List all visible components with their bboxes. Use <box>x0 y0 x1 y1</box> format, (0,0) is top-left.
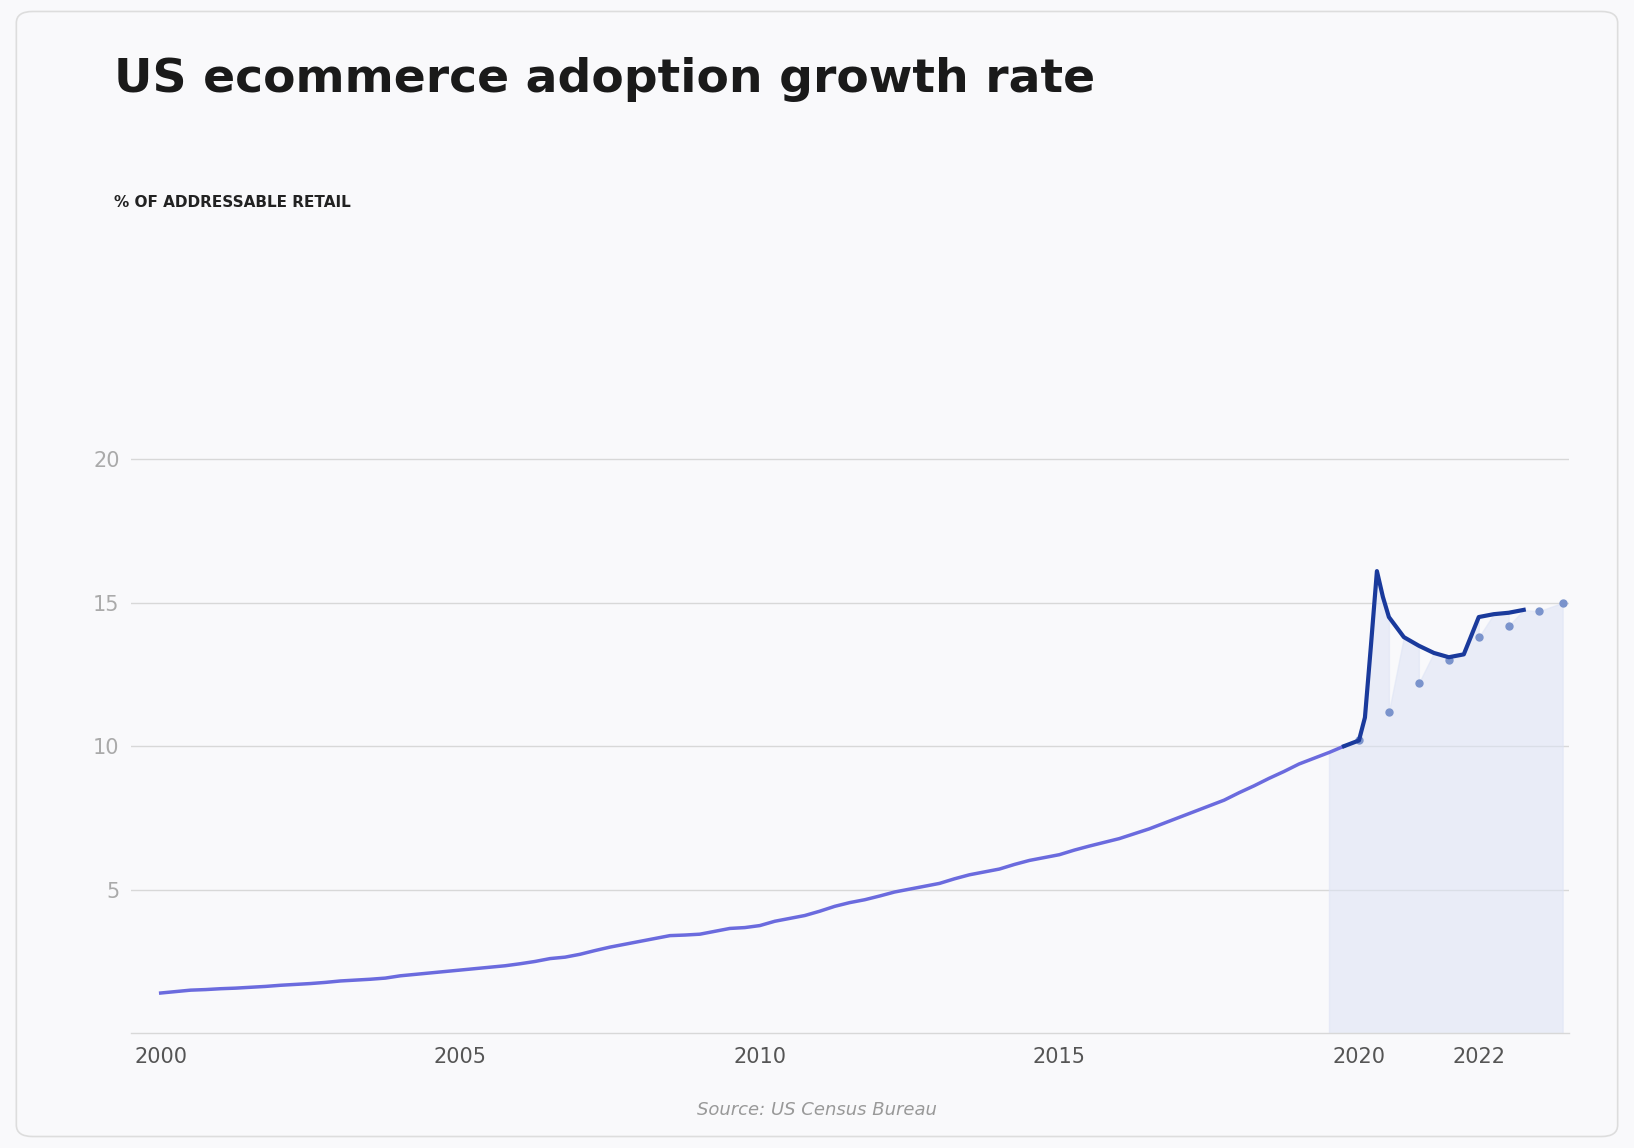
Text: Source: US Census Bureau: Source: US Census Bureau <box>698 1101 936 1119</box>
Text: % OF ADDRESSABLE RETAIL: % OF ADDRESSABLE RETAIL <box>114 195 351 210</box>
Text: US ecommerce adoption growth rate: US ecommerce adoption growth rate <box>114 57 1095 102</box>
